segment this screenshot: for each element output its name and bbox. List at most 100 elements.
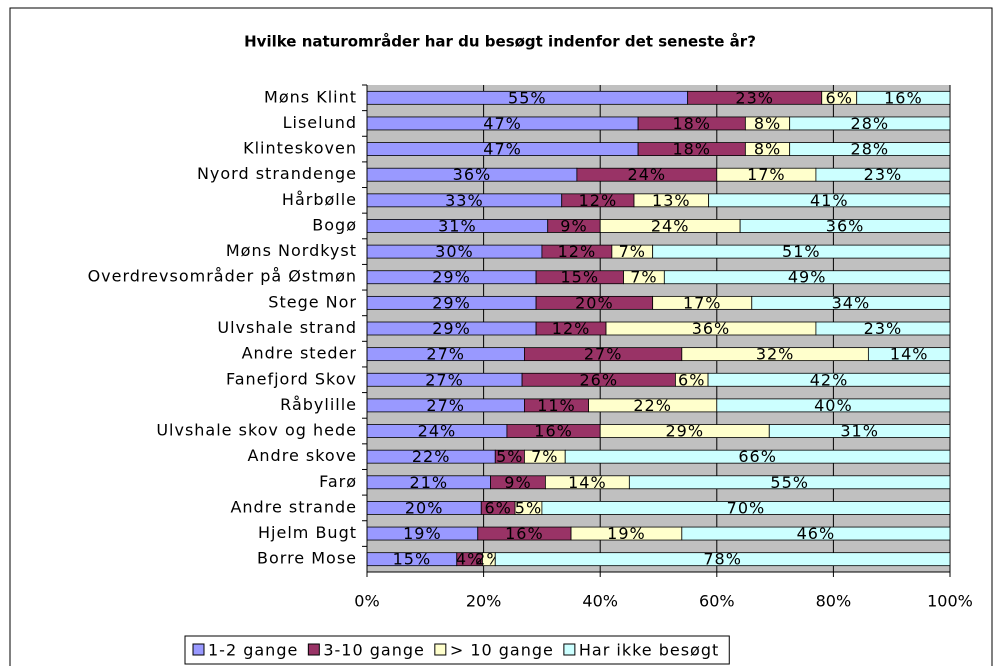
- data-label: 22%: [412, 447, 451, 466]
- x-tick-label: 80%: [816, 592, 852, 611]
- y-tick-label: Borre Mose: [257, 549, 357, 568]
- data-label: 15%: [561, 268, 600, 287]
- data-label: 19%: [403, 524, 442, 543]
- data-label: 31%: [840, 422, 879, 441]
- bar-segment: [768, 424, 951, 438]
- data-label: 29%: [432, 319, 471, 338]
- data-label: 6%: [826, 88, 853, 107]
- data-label: 18%: [672, 114, 711, 133]
- data-label: 47%: [483, 114, 522, 133]
- data-label: 16%: [505, 524, 544, 543]
- bar-segment: [663, 270, 951, 285]
- data-label: 46%: [797, 524, 836, 543]
- bar-segment: [751, 295, 951, 310]
- data-label: 9%: [504, 473, 531, 492]
- data-label: 20%: [575, 293, 614, 312]
- y-tick-label: Ulvshale skov og hede: [156, 421, 357, 440]
- data-label: 33%: [445, 191, 484, 210]
- data-label: 42%: [810, 370, 849, 389]
- data-label: 12%: [558, 242, 597, 261]
- bar-segment: [716, 398, 951, 413]
- legend-swatch: [563, 643, 576, 656]
- bar-segment: [707, 372, 951, 387]
- data-label: 27%: [426, 396, 465, 415]
- y-tick-label: Stege Nor: [268, 292, 357, 311]
- bar-segment: [708, 193, 951, 208]
- data-label: 47%: [483, 140, 522, 159]
- bar-segment: [564, 449, 951, 464]
- y-tick-label: Hjelm Bugt: [258, 523, 357, 542]
- y-tick-label: Liselund: [283, 113, 357, 132]
- bar-segment: [789, 116, 951, 131]
- data-label: 27%: [426, 345, 465, 364]
- data-label: 36%: [692, 319, 731, 338]
- bar-segment: [867, 347, 951, 362]
- data-label: 17%: [683, 293, 722, 312]
- data-label: 19%: [607, 524, 646, 543]
- chart-title: Hvilke naturområder har du besøgt indenf…: [244, 33, 756, 51]
- y-tick-label: Råbylille: [280, 395, 357, 414]
- data-label: 24%: [651, 216, 690, 235]
- bar-segment: [856, 90, 951, 105]
- x-tick-label: 40%: [582, 592, 618, 611]
- data-label: 29%: [432, 268, 471, 287]
- data-label: 11%: [537, 396, 576, 415]
- data-label: 31%: [438, 216, 477, 235]
- data-label: 7%: [619, 242, 646, 261]
- y-tick-label: Andre skove: [247, 446, 357, 465]
- bar-segment: [652, 244, 951, 259]
- data-label: 22%: [633, 396, 672, 415]
- y-tick-label: Møns Nordkyst: [226, 241, 357, 260]
- bar-segment: [628, 475, 951, 490]
- bar-segment: [681, 526, 951, 541]
- y-tick-label: Hårbølle: [282, 190, 357, 209]
- data-label: 6%: [484, 498, 511, 517]
- data-label: 36%: [453, 165, 492, 184]
- data-label: 16%: [534, 422, 573, 441]
- data-label: 4%: [456, 550, 483, 569]
- data-label: 8%: [754, 114, 781, 133]
- data-label: 55%: [508, 88, 547, 107]
- bar-segment: [541, 501, 951, 515]
- y-tick-label: Bogø: [312, 215, 357, 234]
- y-tick-label: Farø: [319, 472, 357, 491]
- x-tick-label: 60%: [699, 592, 735, 611]
- data-label: 70%: [727, 498, 766, 517]
- data-label: 18%: [672, 140, 711, 159]
- data-label: 12%: [552, 319, 591, 338]
- legend-box: [184, 635, 730, 665]
- data-label: 14%: [890, 345, 929, 364]
- data-label: 41%: [810, 191, 849, 210]
- data-label: 66%: [738, 447, 777, 466]
- y-tick-label: Fanefjord Skov: [226, 369, 357, 388]
- data-label: 13%: [652, 191, 691, 210]
- data-label: 34%: [832, 293, 871, 312]
- data-label: 9%: [560, 216, 587, 235]
- data-label: 23%: [735, 88, 774, 107]
- legend-label: Har ikke besøgt: [579, 641, 719, 660]
- data-label: 24%: [418, 422, 457, 441]
- data-label: 8%: [754, 140, 781, 159]
- data-label: 5%: [496, 447, 523, 466]
- data-label: 78%: [703, 550, 742, 569]
- data-label: 14%: [568, 473, 607, 492]
- bar-segment: [815, 321, 951, 336]
- data-label: 32%: [756, 345, 795, 364]
- data-label: 7%: [630, 268, 657, 287]
- data-label: 27%: [425, 370, 464, 389]
- bar-segment: [789, 142, 951, 156]
- data-label: 51%: [782, 242, 821, 261]
- data-label: 23%: [864, 319, 903, 338]
- data-label: 55%: [770, 473, 809, 492]
- data-label: 26%: [579, 370, 618, 389]
- legend-label: 3-10 gange: [323, 641, 425, 660]
- y-tick-label: Andre strande: [230, 497, 357, 516]
- legend-swatch: [192, 643, 205, 656]
- data-label: 29%: [432, 293, 471, 312]
- data-label: 28%: [851, 114, 890, 133]
- y-tick-label: Møns Klint: [264, 87, 357, 106]
- bar-segment: [494, 552, 951, 567]
- x-tick-label: 0%: [354, 592, 379, 611]
- data-label: 7%: [531, 447, 558, 466]
- data-label: 20%: [405, 498, 444, 517]
